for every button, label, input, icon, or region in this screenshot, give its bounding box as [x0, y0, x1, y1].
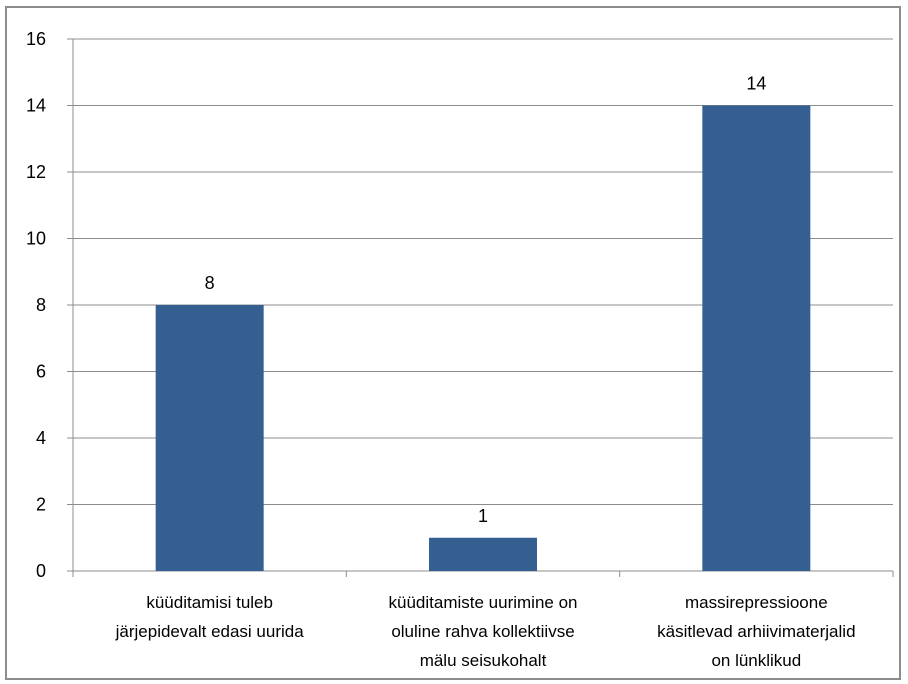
x-category-label: küüditamisi tuleb järjepidevalt edasi uur… [115, 593, 305, 641]
bar [702, 105, 811, 571]
y-tick-label: 10 [26, 229, 46, 249]
x-category-label-line: järjepidevalt edasi uurida [115, 622, 305, 641]
y-tick-label: 12 [26, 162, 46, 182]
data-label: 8 [205, 273, 215, 293]
data-label: 14 [746, 74, 766, 94]
y-tick-label: 6 [36, 362, 46, 382]
x-category-label-line: küüditamisi tuleb [146, 593, 273, 612]
y-tick-label: 8 [36, 295, 46, 315]
bar [429, 537, 537, 571]
x-category-label-line: käsitlevad arhiivimaterjalid [657, 622, 855, 641]
bar [155, 305, 264, 571]
labels: 0 2 4 6 8 10 12 14 16 8 küüditamisi tuleb järjepide… [26, 29, 856, 670]
y-tick-label: 2 [36, 495, 46, 515]
y-tick-label: 4 [36, 428, 46, 448]
x-category-label-line: on lünklikud [711, 651, 801, 670]
x-category-label-line: mälu seisukohalt [420, 651, 547, 670]
x-category-label-line: massirepressioone [685, 593, 828, 612]
x-category-label-line: küüditamiste uurimine on [389, 593, 578, 612]
x-category-label-line: oluline rahva kollektiivse [391, 622, 574, 641]
y-tick-label: 0 [36, 561, 46, 581]
bars [155, 105, 811, 571]
data-label: 1 [478, 506, 488, 526]
x-category-label: küüditamiste uurimine on oluline rahva ko… [389, 593, 578, 670]
y-tick-label: 14 [26, 96, 46, 116]
x-category-label: massirepressioone käsitlevad arhiivimater… [657, 593, 855, 670]
y-tick-label: 16 [26, 29, 46, 49]
